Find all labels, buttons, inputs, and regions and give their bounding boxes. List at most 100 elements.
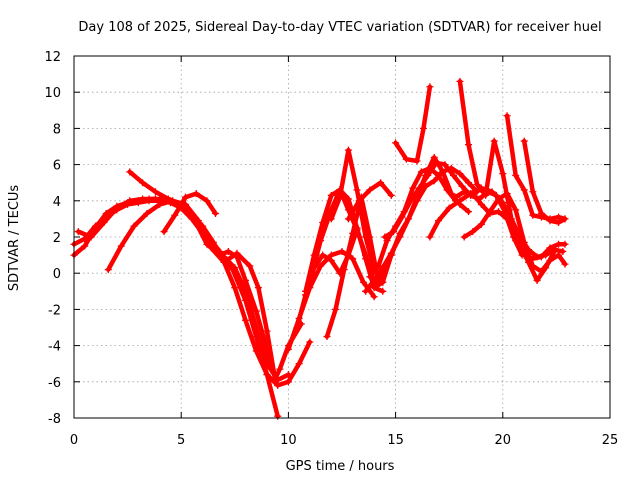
data-point-marker bbox=[512, 171, 520, 179]
data-point-marker bbox=[192, 190, 200, 198]
data-point-marker bbox=[546, 217, 554, 225]
data-point-marker bbox=[181, 193, 189, 201]
y-tick-label: -4 bbox=[48, 340, 61, 355]
data-point-marker bbox=[284, 378, 292, 386]
data-point-marker bbox=[441, 161, 449, 169]
data-point-marker bbox=[231, 284, 239, 292]
data-point-marker bbox=[495, 208, 503, 216]
data-point-marker bbox=[124, 200, 132, 208]
data-point-marker bbox=[171, 211, 179, 219]
data-point-marker bbox=[344, 215, 352, 223]
data-point-marker bbox=[537, 267, 545, 275]
data-point-marker bbox=[503, 112, 511, 120]
data-point-marker bbox=[355, 197, 363, 205]
data-point-marker bbox=[306, 278, 314, 286]
data-point-marker bbox=[302, 287, 310, 295]
data-point-marker bbox=[379, 269, 387, 277]
data-point-marker bbox=[91, 222, 99, 230]
data-point-marker bbox=[464, 208, 472, 216]
data-point-marker bbox=[398, 213, 406, 221]
data-point-marker bbox=[387, 251, 395, 259]
data-point-marker bbox=[512, 237, 520, 245]
data-point-marker bbox=[143, 209, 151, 217]
data-point-marker bbox=[276, 365, 284, 373]
data-point-marker bbox=[284, 345, 292, 353]
data-point-marker bbox=[349, 255, 357, 263]
data-point-marker bbox=[445, 204, 453, 212]
data-point-marker bbox=[340, 266, 348, 274]
data-point-marker bbox=[495, 195, 503, 203]
x-tick-label: 25 bbox=[602, 433, 619, 448]
data-point-marker bbox=[452, 193, 460, 201]
data-point-marker bbox=[359, 278, 367, 286]
y-tick-label: -8 bbox=[48, 412, 61, 427]
x-tick-label: 15 bbox=[387, 433, 404, 448]
data-point-marker bbox=[537, 209, 545, 217]
data-point-marker bbox=[113, 206, 121, 214]
data-point-marker bbox=[272, 378, 280, 386]
x-tick-label: 20 bbox=[495, 433, 512, 448]
data-point-marker bbox=[169, 197, 177, 205]
data-point-marker bbox=[404, 215, 412, 223]
data-point-marker bbox=[319, 251, 327, 259]
data-point-marker bbox=[449, 171, 457, 179]
data-point-marker bbox=[379, 287, 387, 295]
data-point-marker bbox=[104, 266, 112, 274]
data-point-marker bbox=[194, 217, 202, 225]
data-point-marker bbox=[499, 170, 507, 178]
y-tick-label: 6 bbox=[53, 159, 61, 174]
data-point-marker bbox=[555, 219, 563, 227]
data-point-marker bbox=[344, 195, 352, 203]
data-point-marker bbox=[323, 333, 331, 341]
data-point-marker bbox=[370, 280, 378, 288]
y-tick-label: -6 bbox=[48, 376, 61, 391]
data-point-marker bbox=[434, 171, 442, 179]
data-point-marker bbox=[550, 246, 558, 254]
x-tick-label: 10 bbox=[280, 433, 297, 448]
data-point-marker bbox=[117, 242, 125, 250]
data-point-marker bbox=[134, 199, 142, 207]
data-point-marker bbox=[377, 179, 385, 187]
data-point-marker bbox=[246, 262, 254, 270]
x-axis-label: GPS time / hours bbox=[286, 459, 395, 474]
data-point-marker bbox=[379, 278, 387, 286]
series-sat-track-6 bbox=[161, 191, 218, 234]
data-point-marker bbox=[381, 233, 389, 241]
data-point-marker bbox=[81, 235, 89, 243]
data-point-marker bbox=[432, 159, 440, 167]
data-point-marker bbox=[477, 200, 485, 208]
data-point-marker bbox=[529, 262, 537, 270]
data-point-marker bbox=[460, 233, 468, 241]
y-axis-label: SDTVAR / TECUs bbox=[7, 185, 22, 292]
data-point-marker bbox=[295, 360, 303, 368]
data-point-marker bbox=[370, 293, 378, 301]
data-point-marker bbox=[327, 191, 335, 199]
x-tick-label: 0 bbox=[70, 433, 78, 448]
data-point-marker bbox=[151, 188, 159, 196]
data-point-marker bbox=[542, 251, 550, 259]
data-point-marker bbox=[203, 197, 211, 205]
data-point-marker bbox=[419, 124, 427, 132]
data-point-marker bbox=[366, 186, 374, 194]
data-point-marker bbox=[353, 186, 361, 194]
data-point-marker bbox=[417, 168, 425, 176]
data-point-marker bbox=[469, 228, 477, 236]
data-point-marker bbox=[456, 170, 464, 178]
data-point-marker bbox=[430, 153, 438, 161]
data-point-marker bbox=[559, 247, 567, 255]
y-tick-label: 10 bbox=[44, 86, 61, 101]
data-point-marker bbox=[387, 191, 395, 199]
data-point-marker bbox=[456, 77, 464, 85]
series-layer bbox=[70, 77, 569, 420]
data-point-marker bbox=[486, 208, 494, 216]
data-point-marker bbox=[252, 307, 260, 315]
data-point-marker bbox=[512, 206, 520, 214]
data-point-marker bbox=[362, 255, 370, 263]
data-point-marker bbox=[362, 287, 370, 295]
data-point-marker bbox=[145, 197, 153, 205]
data-point-marker bbox=[317, 262, 325, 270]
data-point-marker bbox=[561, 240, 569, 248]
x-tick-label: 5 bbox=[177, 433, 185, 448]
